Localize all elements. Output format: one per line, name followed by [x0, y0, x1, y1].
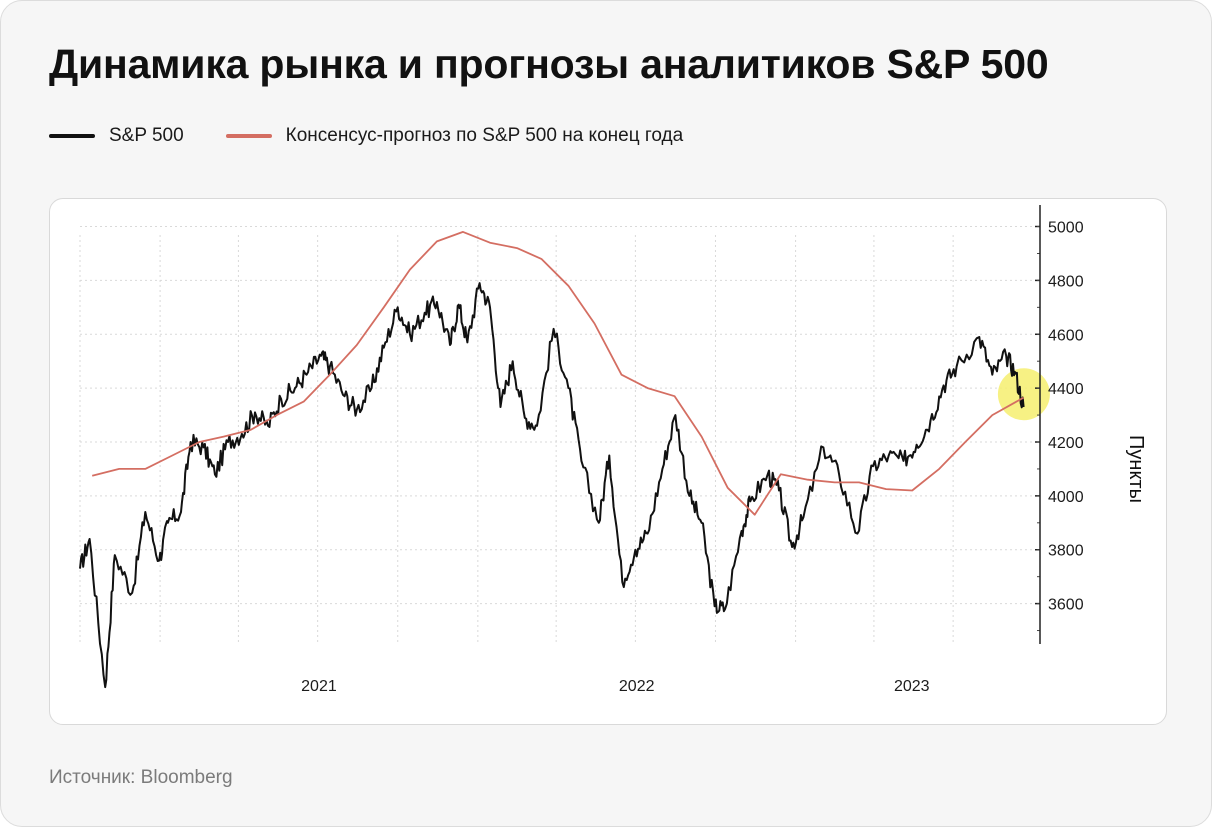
- legend-item-consensus: Консенсус-прогноз по S&P 500 на конец го…: [225, 125, 684, 147]
- y-tick-label: 5000: [1048, 220, 1084, 237]
- chart-title: Динамика рынка и прогнозы аналитиков S&P…: [49, 41, 1049, 87]
- x-tick-label: 2022: [619, 678, 655, 695]
- legend-label-sp500: S&P 500: [109, 125, 184, 146]
- highlight-circle: [997, 368, 1050, 421]
- y-axis: 3600 3800 4000 4200 4400 4600 4800 5000: [1035, 205, 1084, 644]
- x-tick-label: 2021: [301, 678, 337, 695]
- y-tick-label: 4800: [1048, 273, 1084, 290]
- grid-lines: [79, 226, 1040, 644]
- legend-label-consensus: Консенсус-прогноз по S&P 500 на конец го…: [285, 125, 684, 146]
- x-axis: 2021 2022 2023: [301, 678, 930, 695]
- series-lines: [79, 231, 1025, 689]
- legend: S&P 500 Консенсус-прогноз по S&P 500 на …: [49, 125, 725, 147]
- y-tick-label: 4000: [1048, 489, 1084, 506]
- series-line-consensus: [91, 231, 1025, 516]
- y-tick-label: 4200: [1048, 435, 1084, 452]
- y-tick-label: 3800: [1048, 543, 1084, 560]
- chart-area: 3600 3800 4000 4200 4400 4600 4800 5000 2021 202…: [49, 198, 1167, 725]
- legend-item-sp500: S&P 500: [49, 125, 184, 147]
- legend-swatch-consensus: [225, 134, 272, 138]
- y-axis-label: Пункты: [1125, 435, 1147, 503]
- y-tick-label: 3600: [1048, 597, 1084, 614]
- legend-swatch-sp500: [49, 134, 95, 138]
- source-note: Источник: Bloomberg: [49, 767, 233, 788]
- y-tick-label: 4400: [1048, 381, 1084, 398]
- highlight-annotation: [997, 368, 1050, 421]
- series-line-sp500: [79, 282, 1025, 689]
- x-tick-label: 2023: [894, 678, 930, 695]
- y-tick-label: 4600: [1048, 327, 1084, 344]
